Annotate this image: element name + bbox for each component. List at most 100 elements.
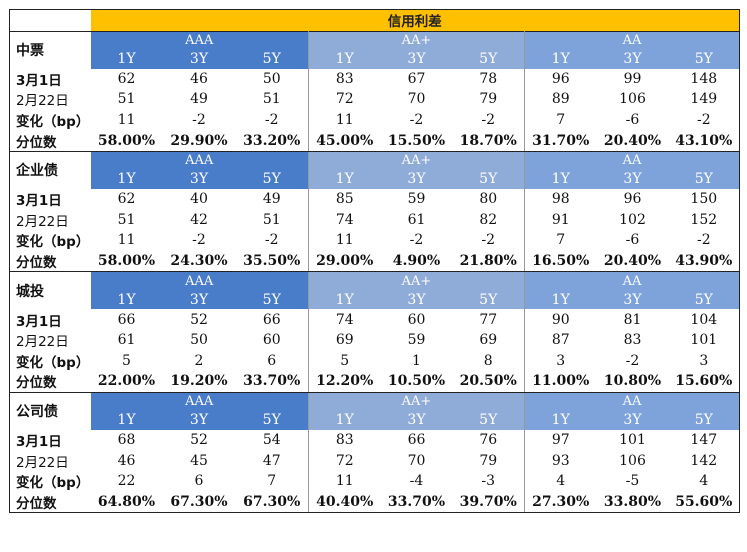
spread-value: 51 [117,211,136,228]
tenor-header-row: 1Y 3Y 5Y 1Y 3Y 5Y 1Y 3Y 5Y [10,290,741,310]
spread-value: -3 [452,470,525,492]
spread-value: 50 [190,332,208,349]
spread-value: 15.50% [380,130,453,152]
spread-value: 33.20% [235,130,309,152]
spread-value: 101 [668,329,741,351]
tier-aaa-header: AAA [90,150,309,170]
spread-value: 93 [551,452,570,469]
spread-value: 33.70% [380,491,453,514]
spread-value: -2 [452,109,525,131]
spread-value: 4.90% [380,250,453,273]
tenor-5y-header: 5Y [235,410,309,430]
section-name: 中票 [9,30,91,69]
table-row: 3月1日 68 52 54 83 66 76 97 101 147 [9,429,741,451]
row-label-current: 3月1日 [9,309,91,330]
table-row: 2月22日 61 50 60 69 59 69 87 83 101 [9,329,741,351]
tier-aa-header: AA [524,150,741,170]
spread-value: 55.60% [668,491,741,514]
tenor-3y-header: 3Y [596,290,669,310]
spread-value: 106 [619,452,646,469]
tenor-1y-header: 1Y [524,290,597,310]
spread-value: 66 [117,311,136,328]
tier-header-row: 公司债 AAA AA+ AA [9,391,741,430]
spread-value: 70 [407,91,426,108]
spread-value: 35.50% [235,250,309,273]
tenor-5y-header: 5Y [668,169,741,189]
row-label-current: 3月1日 [9,188,91,210]
corner-cell [9,9,91,32]
spread-value: 10.50% [380,371,453,393]
spread-value: 46 [117,452,136,469]
spread-value: 6 [194,473,204,490]
spread-value: 52 [190,432,208,449]
spread-value: 67.30% [162,491,236,514]
spread-value: 24.30% [162,250,236,273]
tier-aaa-header: AAA [90,391,309,411]
spread-value: 64.80% [90,491,163,514]
spread-value: 49 [190,91,208,108]
spread-value: 51 [235,89,309,110]
section-name: 城投 [9,271,91,310]
tenor-3y-header: 3Y [162,290,236,310]
tenor-1y-header: 1Y [90,49,163,69]
spread-value: 46 [190,70,208,87]
tenor-3y-header: 3Y [162,49,236,69]
row-label-change: 变化（bp） [9,350,91,372]
spread-value: 16.50% [524,250,597,273]
spread-value: -2 [192,112,206,129]
spread-value: 78 [452,68,525,90]
spread-value: 59 [407,332,426,349]
tenor-5y-header: 5Y [452,49,525,69]
tenor-1y-header: 1Y [308,49,381,69]
spread-value: 85 [335,191,354,208]
section-name: 公司债 [9,391,91,430]
spread-value: 81 [623,311,642,328]
spread-value: 87 [551,332,570,349]
spread-value: 18.70% [452,130,525,152]
tenor-3y-header: 3Y [162,169,236,189]
tenor-5y-header: 5Y [235,49,309,69]
spread-value: 1 [412,352,421,369]
spread-value: 3 [556,352,566,369]
spread-value: 79 [452,89,525,110]
spread-value: 101 [619,432,646,449]
spread-value: 67 [407,70,426,87]
spread-value: 7 [556,112,566,129]
spread-value: 4 [668,470,741,492]
spread-value: 31.70% [524,130,597,152]
row-label-previous: 2月22日 [9,89,91,110]
spread-value: 11.00% [524,371,597,393]
spread-value: 89 [551,91,570,108]
tenor-5y-header: 5Y [668,410,741,430]
spread-value: -2 [192,232,206,249]
spread-value: 60 [407,311,426,328]
spread-value: 91 [551,211,570,228]
spread-value: 98 [551,191,570,208]
spread-value: -2 [668,109,741,131]
spread-value: 47 [235,450,309,471]
spread-value: -2 [235,109,309,131]
spread-value: 142 [668,450,741,471]
tenor-1y-header: 1Y [308,410,381,430]
tenor-3y-header: 3Y [596,49,669,69]
spread-value: 20.40% [596,250,669,273]
row-label-previous: 2月22日 [9,209,91,231]
credit-spread-table: 信用利差 中票 AAA AA+ AA 1Y 3Y 5Y 1Y 3Y 5Y 1Y 3Y 5Y 3月1日 62 4… [9,9,741,514]
table-row: 变化（bp） 5 2 6 5 1 8 3 -2 3 [9,350,741,372]
spread-value: 29.90% [162,130,236,152]
spread-value: 60 [235,329,309,351]
tenor-1y-header: 1Y [308,290,381,310]
spread-value: -4 [409,473,424,490]
tenor-3y-header: 3Y [596,169,669,189]
tenor-1y-header: 1Y [308,169,381,189]
spread-value: 96 [551,70,570,87]
spread-value: -2 [409,112,424,129]
tenor-3y-header: 3Y [380,410,453,430]
spread-value: 20.40% [596,130,669,152]
spread-value: 40.40% [308,491,381,514]
spread-value: 149 [668,89,741,110]
table-title: 信用利差 [90,9,741,32]
table-row: 3月1日 62 46 50 83 67 78 96 99 148 [9,68,741,90]
tier-aa-plus-header: AA+ [308,271,525,291]
spread-value: 11 [335,232,354,249]
